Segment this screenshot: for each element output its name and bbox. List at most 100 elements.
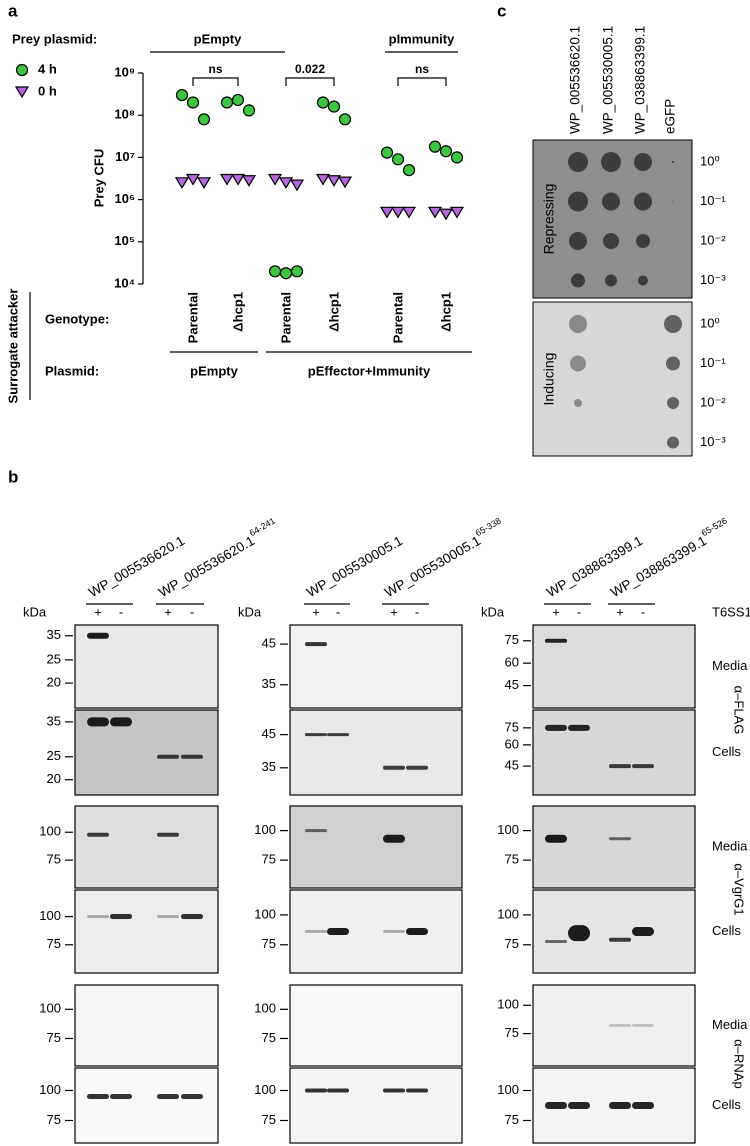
marker-label: 100 <box>497 1082 519 1097</box>
colony-spot <box>638 275 648 286</box>
label: Prey plasmid: <box>12 31 97 46</box>
data-point <box>449 206 465 219</box>
label: Plasmid: <box>45 363 99 378</box>
dilution-label: 10⁰ <box>700 153 720 168</box>
blot <box>74 1067 219 1144</box>
band <box>87 915 109 919</box>
band <box>609 764 631 769</box>
colony-spot <box>636 234 650 248</box>
data-point <box>315 173 331 186</box>
band <box>327 733 349 737</box>
sign-label: - <box>119 604 123 619</box>
data-point <box>438 208 454 221</box>
row-label: Media <box>712 838 748 853</box>
strain-label: eGFP <box>663 99 678 134</box>
marker-label: 100 <box>39 908 61 923</box>
marker-label: 35 <box>47 713 61 728</box>
blot <box>532 624 696 709</box>
x-tick-label: Parental <box>185 292 200 343</box>
data-point <box>220 96 234 109</box>
colony-spot <box>605 274 617 287</box>
marker-label: 100 <box>39 1082 61 1097</box>
marker-label: 25 <box>47 748 61 763</box>
band <box>632 927 654 936</box>
sample-range: 65-338 <box>474 516 503 539</box>
marker-label: 75 <box>47 1030 61 1045</box>
dilution-label: 10⁻³ <box>700 434 726 449</box>
colony-spot <box>666 356 680 371</box>
band <box>327 928 349 935</box>
row-label: Cells <box>712 1097 741 1112</box>
colony-spot <box>664 315 682 333</box>
marker-label: 100 <box>254 1001 276 1016</box>
data-point <box>326 175 342 187</box>
x-tick-label: Parental <box>278 292 293 343</box>
colony-spot <box>672 161 674 163</box>
colony-spot <box>634 153 652 171</box>
data-point <box>338 113 352 126</box>
band <box>632 1024 654 1027</box>
marker-label: 60 <box>505 736 519 751</box>
panel-label: a <box>8 1 18 20</box>
colony-spot <box>667 436 679 449</box>
band <box>110 1094 132 1099</box>
marker-label: 20 <box>47 675 61 690</box>
data-point <box>337 176 353 189</box>
band <box>87 632 109 639</box>
marker-label: 75 <box>47 852 61 867</box>
marker-label: 75 <box>505 719 519 734</box>
plasmid-label: pEffector+Immunity <box>308 363 431 378</box>
band <box>110 717 132 727</box>
marker-label: 75 <box>47 1112 61 1127</box>
band <box>305 1088 327 1093</box>
marker-label: 100 <box>497 906 519 921</box>
blot <box>532 805 696 889</box>
band <box>568 1102 590 1109</box>
x-tick-label: Δhcp1 <box>438 292 453 332</box>
group-label: pImmunity <box>389 31 455 46</box>
colony-spot <box>568 152 588 172</box>
colony-spot <box>667 397 679 409</box>
significance: 0.022 <box>295 62 325 76</box>
legend-marker <box>14 86 30 99</box>
marker-label: 45 <box>505 677 519 692</box>
data-point <box>175 88 189 102</box>
kda-label: kDa <box>23 604 47 619</box>
band <box>383 834 405 843</box>
legend-label: 0 h <box>38 83 57 98</box>
sign-label: + <box>94 604 102 619</box>
marker-label: 35 <box>47 627 61 642</box>
row-label: Cells <box>712 923 741 938</box>
colony-spot <box>569 315 587 333</box>
marker-label: 100 <box>497 822 519 837</box>
x-tick-label: Parental <box>390 292 405 343</box>
sign-label: + <box>552 604 560 619</box>
band <box>181 754 203 759</box>
x-tick-label: Δhcp1 <box>326 292 341 332</box>
marker-label: 75 <box>262 1030 276 1045</box>
blot <box>289 624 463 709</box>
data-point <box>427 206 443 219</box>
data-point <box>267 173 283 186</box>
x-tick-label: Δhcp1 <box>230 292 245 332</box>
band <box>383 765 405 770</box>
row-label: Media <box>712 658 748 673</box>
band <box>181 1094 203 1099</box>
band <box>632 1102 654 1109</box>
marker-label: 100 <box>254 822 276 837</box>
band <box>87 717 109 727</box>
label: T6SS1 <box>712 604 750 619</box>
marker-label: 75 <box>505 936 519 951</box>
dilution-label: 10⁻² <box>700 232 726 247</box>
band <box>406 928 428 935</box>
band <box>305 642 327 647</box>
band <box>157 915 179 919</box>
sample-label: WP_005536620.164-241 <box>154 516 281 600</box>
colony-spot <box>570 355 586 372</box>
data-point <box>327 100 341 113</box>
marker-label: 100 <box>39 1001 61 1016</box>
band <box>545 724 567 731</box>
blot <box>289 889 463 974</box>
marker-label: 75 <box>505 632 519 647</box>
dilution-label: 10⁻¹ <box>700 355 726 370</box>
